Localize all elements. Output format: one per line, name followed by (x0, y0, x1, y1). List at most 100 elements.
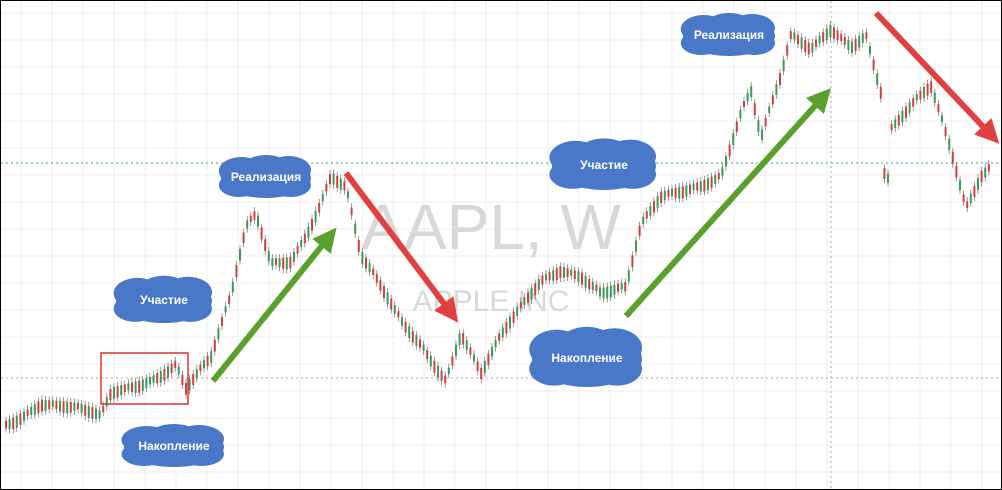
cloud-part (549, 160, 597, 189)
candle-body (246, 220, 249, 229)
candle-body (116, 385, 119, 398)
candle-body (887, 173, 889, 183)
cloud: Реализация (218, 155, 311, 198)
candle-body (894, 119, 897, 128)
watermark-symbol: AAPL, W (361, 191, 621, 263)
candle-body (797, 34, 799, 45)
candle-body (476, 361, 479, 372)
candle-body (743, 101, 745, 108)
candle-body (620, 282, 623, 290)
candle-body (199, 364, 202, 372)
cloud-part (270, 173, 311, 197)
candle-body (786, 45, 789, 56)
candle-body (296, 245, 299, 254)
candle-body (19, 413, 22, 425)
candle-body (113, 386, 115, 399)
candle-body (696, 182, 699, 191)
candle-body (667, 189, 670, 197)
candle-body (905, 106, 907, 119)
candle-body (548, 272, 551, 281)
candle-body (487, 353, 490, 366)
candle-body (325, 184, 328, 192)
candle-body (390, 298, 393, 310)
candle-body (969, 193, 972, 204)
candle-body (433, 360, 436, 373)
cloud-part (559, 326, 615, 361)
candle-body (494, 340, 497, 348)
candle-body (599, 287, 601, 297)
candle-body (649, 206, 652, 216)
candle-body (854, 38, 857, 51)
cloud-part (149, 424, 199, 448)
candle-body (44, 399, 47, 411)
candle-body (966, 201, 969, 209)
candle-body (811, 42, 814, 53)
candle-body (653, 201, 655, 213)
candle-body (771, 95, 774, 105)
candle-body (800, 37, 803, 49)
candle-body (285, 257, 288, 270)
candle-body (41, 399, 43, 412)
candle-body (833, 27, 835, 39)
candle-body (239, 248, 241, 261)
candle-body (393, 304, 396, 314)
candle-body (278, 257, 281, 268)
candle-body (491, 346, 493, 357)
candle-body (624, 282, 627, 292)
candle-body (120, 385, 123, 396)
candle-body (368, 262, 371, 273)
candle-body (609, 285, 612, 298)
candle-body (869, 46, 871, 55)
candle-body (102, 405, 105, 413)
candle-body (203, 360, 205, 369)
candle-body (357, 240, 360, 252)
candle-body (62, 401, 65, 414)
candle-body (552, 270, 555, 281)
candle-body (55, 400, 58, 410)
candle-body (59, 400, 61, 412)
candle-body (228, 295, 231, 304)
candle-body (419, 339, 421, 348)
candle-body (923, 87, 925, 98)
candle-body (519, 301, 522, 309)
candle-body (897, 115, 900, 126)
candle-body (314, 210, 317, 223)
candle-body (631, 255, 634, 268)
candle-body (80, 403, 83, 413)
candle-body (95, 408, 97, 419)
candle-body (793, 32, 796, 40)
candle-body (354, 223, 357, 234)
candle-body (674, 187, 677, 198)
candle-body (37, 401, 40, 414)
candle-body (534, 283, 537, 296)
candle-body (627, 270, 630, 282)
candle-body (671, 188, 673, 197)
candle-body (375, 274, 378, 283)
candle-body (602, 287, 605, 299)
cloud-part (706, 13, 752, 37)
candle-body (890, 124, 893, 131)
down-arrow (873, 10, 1000, 144)
candle-body (789, 31, 792, 40)
candle-body (249, 215, 252, 222)
candle-body (195, 369, 198, 379)
candle-body (483, 360, 486, 373)
candle-body (383, 286, 385, 299)
candle-body (818, 35, 821, 44)
cloud-part (218, 173, 260, 197)
candle-body (926, 83, 929, 96)
candle-body (987, 164, 990, 172)
candle-body (663, 190, 666, 201)
candle-body (984, 167, 987, 178)
candle-body (707, 178, 709, 191)
candle-body (563, 267, 565, 278)
candle-body (159, 371, 162, 383)
candle-body (257, 215, 259, 227)
candle-body (66, 401, 69, 414)
candle-body (397, 311, 400, 318)
candle-body (617, 283, 619, 292)
candle-body (347, 191, 349, 199)
candle-body (15, 415, 18, 428)
candle-body (253, 211, 256, 221)
